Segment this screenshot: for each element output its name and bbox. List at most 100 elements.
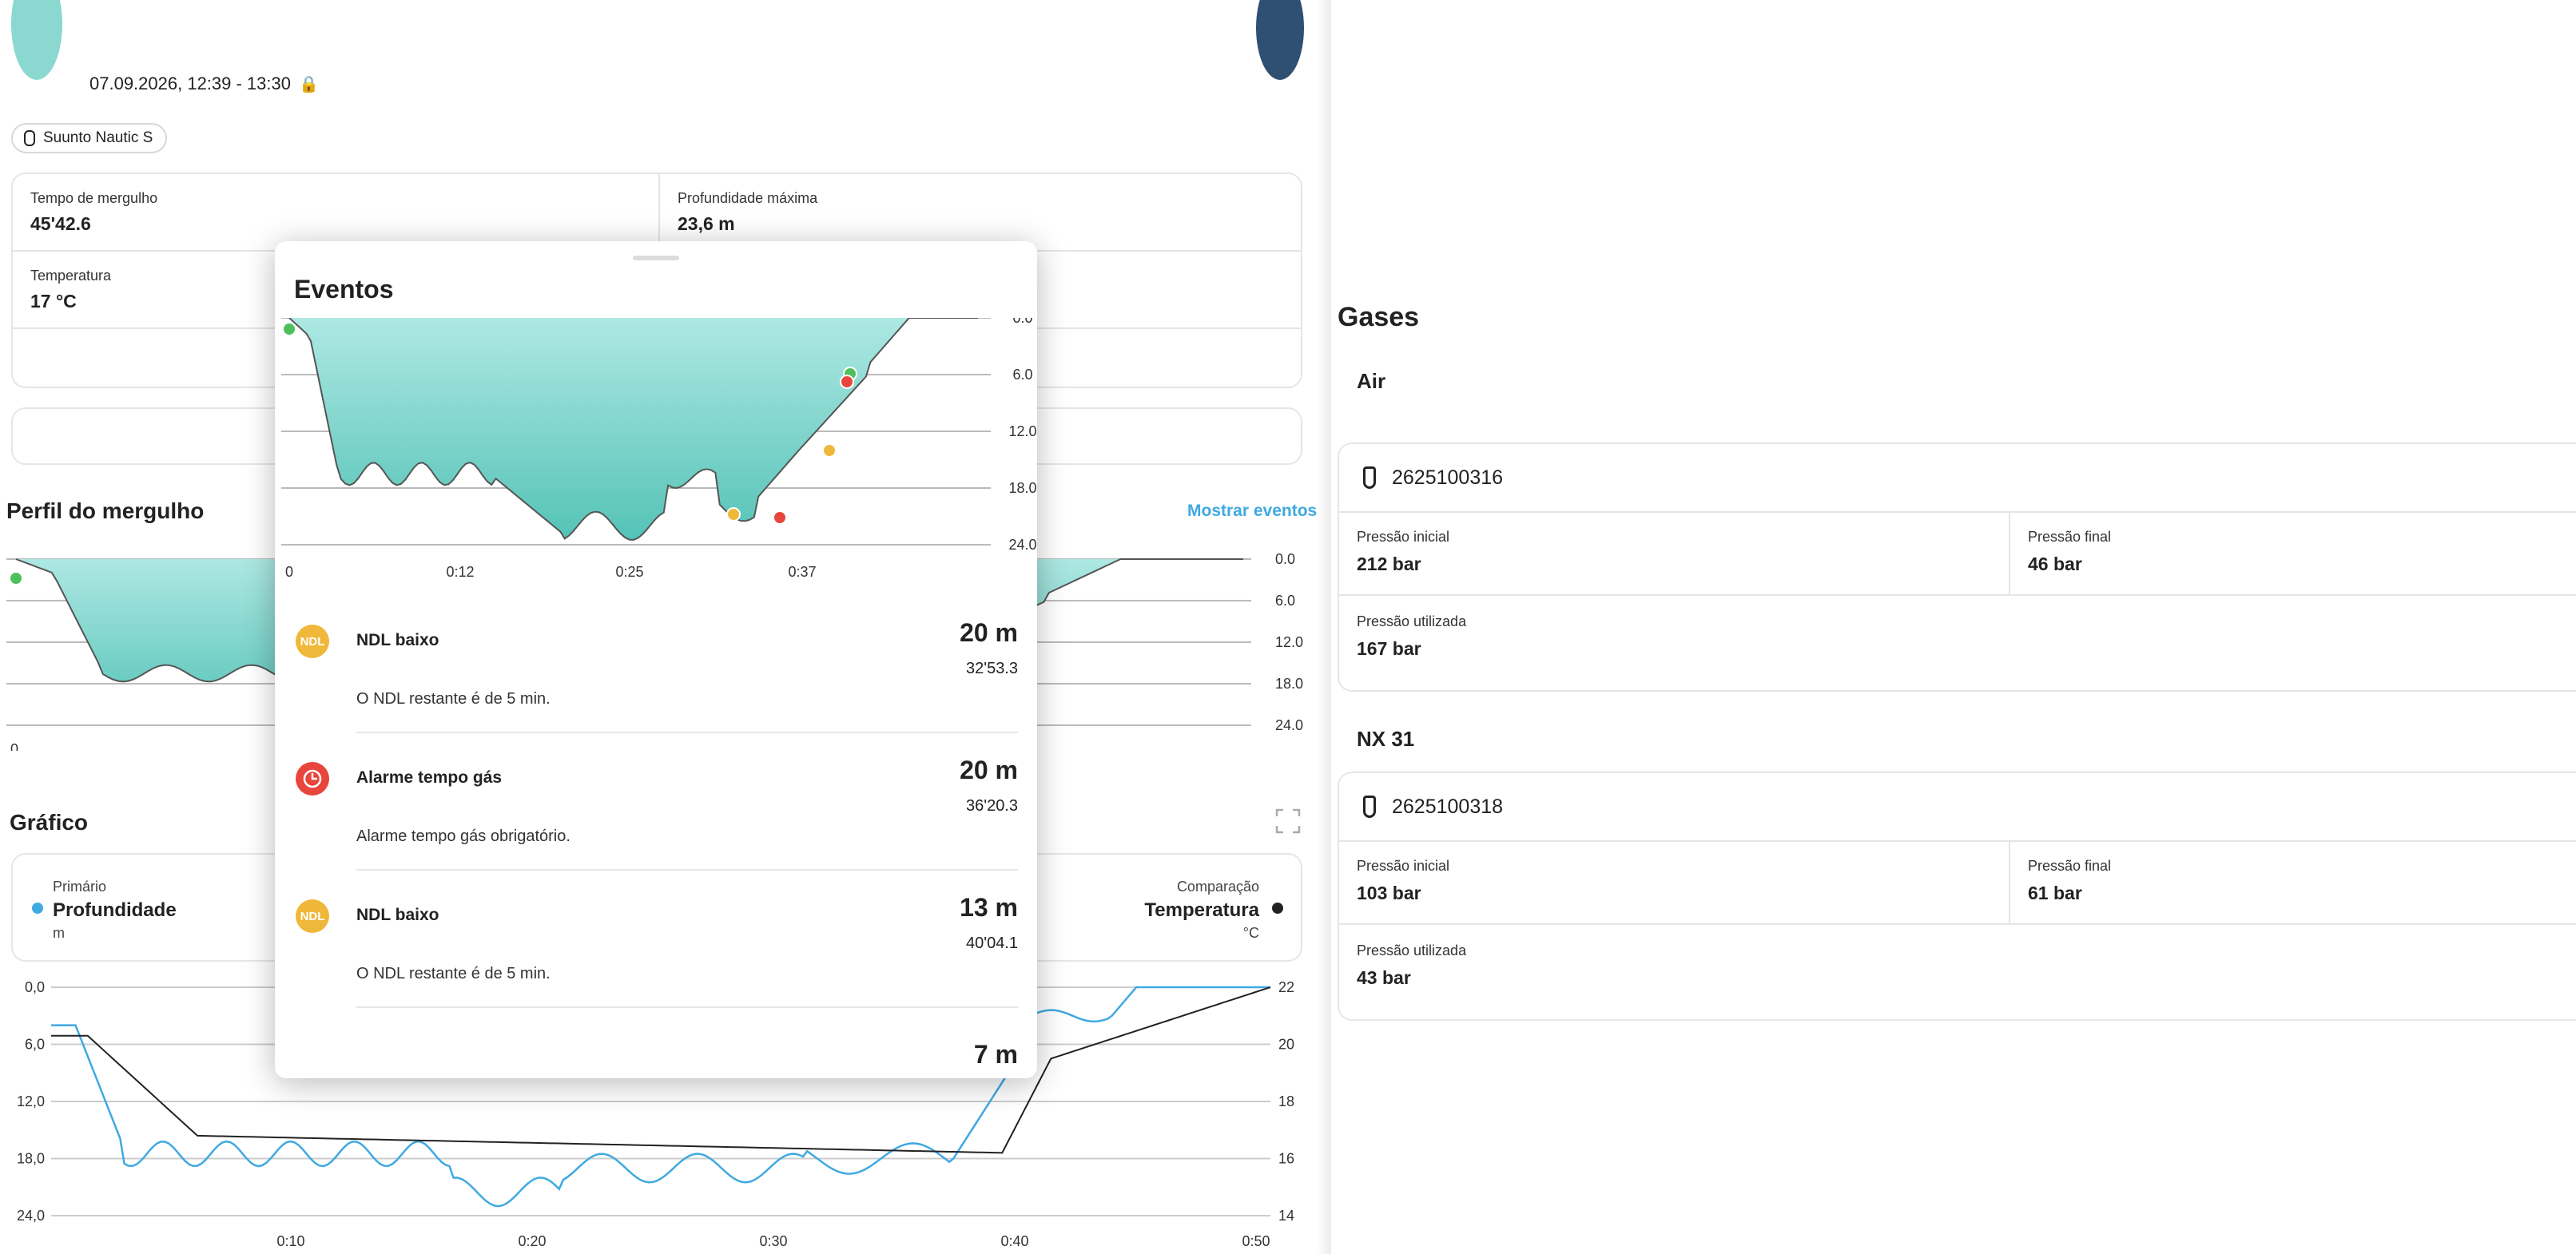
event-item[interactable]: Alarme tempo gás 20 m 36'20.3 Alarme tem…: [275, 733, 1037, 871]
fullscreen-icon[interactable]: [1275, 808, 1301, 834]
stat-value: 45'42.6: [30, 213, 91, 234]
right-tick-label: 22: [1278, 979, 1294, 995]
ndl-icon: NDL: [296, 899, 329, 933]
stat-label: Profundidade máxima: [678, 190, 818, 206]
drag-handle[interactable]: [633, 256, 679, 260]
tank-id: 2625100318: [1392, 795, 1504, 818]
event-marker: [840, 375, 854, 389]
profile-title: Perfil do mergulho: [6, 498, 205, 523]
comparison-color-dot: [1272, 903, 1283, 914]
x-tick-label: 0: [10, 741, 18, 751]
event-item[interactable]: NDL NDL baixo 20 m 32'53.3 O NDL restant…: [275, 596, 1037, 733]
right-tick-label: 14: [1278, 1208, 1294, 1224]
used-pressure: Pressão utilizada 43 bar: [1339, 927, 2010, 1010]
start-pressure: Pressão inicial 212 bar: [1339, 513, 2010, 596]
cell-label: Pressão inicial: [1357, 858, 1450, 874]
right-tick-label: 18: [1278, 1093, 1294, 1109]
gases-title: Gases: [1338, 302, 1420, 332]
cell-label: Pressão utilizada: [1357, 613, 1467, 629]
clock-icon: [296, 762, 329, 796]
x-tick-label: 0:30: [759, 1233, 787, 1249]
comparison-series-button[interactable]: Temperatura: [1144, 899, 1259, 921]
stat-value: 23,6 m: [678, 213, 735, 234]
y-tick-label: 24.0: [1275, 717, 1303, 733]
device-name: Suunto Nautic S: [43, 129, 153, 146]
tank-row[interactable]: 2625100318: [1339, 773, 2576, 842]
watch-icon: [24, 130, 35, 146]
tank-row[interactable]: 2625100316: [1339, 444, 2576, 513]
user-avatar[interactable]: [1256, 0, 1304, 80]
event-description: O NDL restante é de 5 min.: [356, 690, 551, 708]
event-name: NDL baixo: [356, 906, 439, 924]
date-range-text: 07.09.2026, 12:39 - 13:30: [89, 73, 291, 93]
dive-date: 07.09.2026, 12:39 - 13:30 🔒: [89, 73, 319, 94]
event-name: Alarme tempo gás: [356, 768, 503, 787]
depth-line: [288, 318, 978, 541]
x-tick-label: 0:50: [1242, 1233, 1270, 1249]
left-tick-label: 18,0: [17, 1151, 45, 1167]
x-tick-label: 0:25: [615, 564, 643, 580]
event-depth-partial: 7 m: [973, 1040, 1018, 1069]
event-marker: [282, 322, 296, 336]
cell-value: 46 bar: [2028, 554, 2082, 574]
comparison-caption: Comparação: [1176, 879, 1259, 895]
y-tick-label: 6.0: [1275, 593, 1295, 609]
activity-avatar: [11, 0, 62, 80]
primary-series-button[interactable]: Profundidade: [53, 899, 177, 921]
event-name: NDL baixo: [356, 631, 439, 649]
event-marker: [726, 507, 741, 522]
stat-label: Temperatura: [30, 268, 112, 284]
show-events-link[interactable]: Mostrar eventos: [1187, 502, 1318, 520]
stat-max-depth: Profundidade máxima 23,6 m: [660, 174, 1301, 252]
depth-temperature-graph: 0,0 6,0 12,0 18,0 24,0 22 20 18 16 14 0:10 0:20 0:30…: [17, 979, 1294, 1249]
left-tick-label: 24,0: [17, 1208, 45, 1224]
y-tick-label: 18.0: [1008, 480, 1036, 496]
device-chip[interactable]: Suunto Nautic S: [11, 123, 168, 153]
primary-color-dot: [32, 903, 43, 914]
y-tick-label: 24.0: [1008, 537, 1036, 553]
stat-dive-time: Tempo de mergulho 45'42.6: [13, 174, 658, 252]
used-pressure: Pressão utilizada 167 bar: [1339, 597, 2010, 681]
left-tick-label: 0,0: [25, 979, 45, 995]
y-tick-label: 6.0: [1012, 367, 1032, 383]
event-time: 32'53.3: [966, 660, 1018, 677]
tank-id: 2625100316: [1392, 466, 1504, 489]
start-pressure: Pressão inicial 103 bar: [1339, 842, 2010, 925]
x-tick-label: 0:10: [276, 1233, 304, 1249]
x-tick-label: 0:20: [518, 1233, 546, 1249]
events-profile-chart: 0.0 6.0 12.0 18.0 24.0 0 0:12 0:25 0:37: [281, 318, 1037, 580]
cell-value: 61 bar: [2028, 883, 2082, 903]
comparison-unit: °C: [1242, 925, 1259, 941]
event-depth: 20 m: [960, 756, 1018, 784]
temperature-series-line: [51, 986, 1271, 1154]
ndl-badge-text: NDL: [300, 909, 325, 923]
x-tick-label: 0: [285, 564, 293, 580]
events-modal: Eventos 0.0 6.0 12.0 18.0 24.0 0 0:12 0:25 0:37 …: [275, 241, 1037, 1078]
gas-card: 2625100318 Pressão inicial 103 bar Press…: [1338, 772, 2576, 1021]
event-depth: 13 m: [960, 893, 1018, 922]
tank-pod-icon: [1363, 796, 1376, 818]
y-tick-label: 0.0: [1275, 551, 1295, 567]
event-marker: [9, 571, 23, 585]
right-tick-label: 20: [1278, 1037, 1294, 1053]
x-tick-label: 0:37: [788, 564, 816, 580]
depth-area: [289, 318, 978, 540]
event-item[interactable]: NDL NDL baixo 13 m 40'04.1 O NDL restant…: [275, 871, 1037, 1008]
x-tick-label: 0:12: [446, 564, 474, 580]
stat-value: 17 °C: [30, 291, 77, 312]
event-description: O NDL restante é de 5 min.: [356, 965, 551, 982]
cell-label: Pressão final: [2028, 858, 2112, 874]
y-tick-label: 12.0: [1008, 423, 1036, 439]
cell-label: Pressão utilizada: [1357, 942, 1467, 958]
y-tick-label: 12.0: [1275, 634, 1303, 650]
ndl-badge-text: NDL: [300, 634, 325, 649]
primary-unit: m: [53, 925, 65, 941]
gases-panel: Gases Air 2625100316 Pressão inicial 212…: [1331, 0, 2576, 1254]
primary-caption: Primário: [53, 879, 107, 895]
y-tick-label: 0.0: [1012, 318, 1032, 326]
gas-card: 2625100316 Pressão inicial 212 bar Press…: [1338, 442, 2576, 692]
x-tick-label: 0:40: [1000, 1233, 1028, 1249]
gas-name: NX 31: [1357, 727, 1415, 751]
tank-pod-icon: [1363, 466, 1376, 489]
event-time: 40'04.1: [966, 935, 1018, 952]
